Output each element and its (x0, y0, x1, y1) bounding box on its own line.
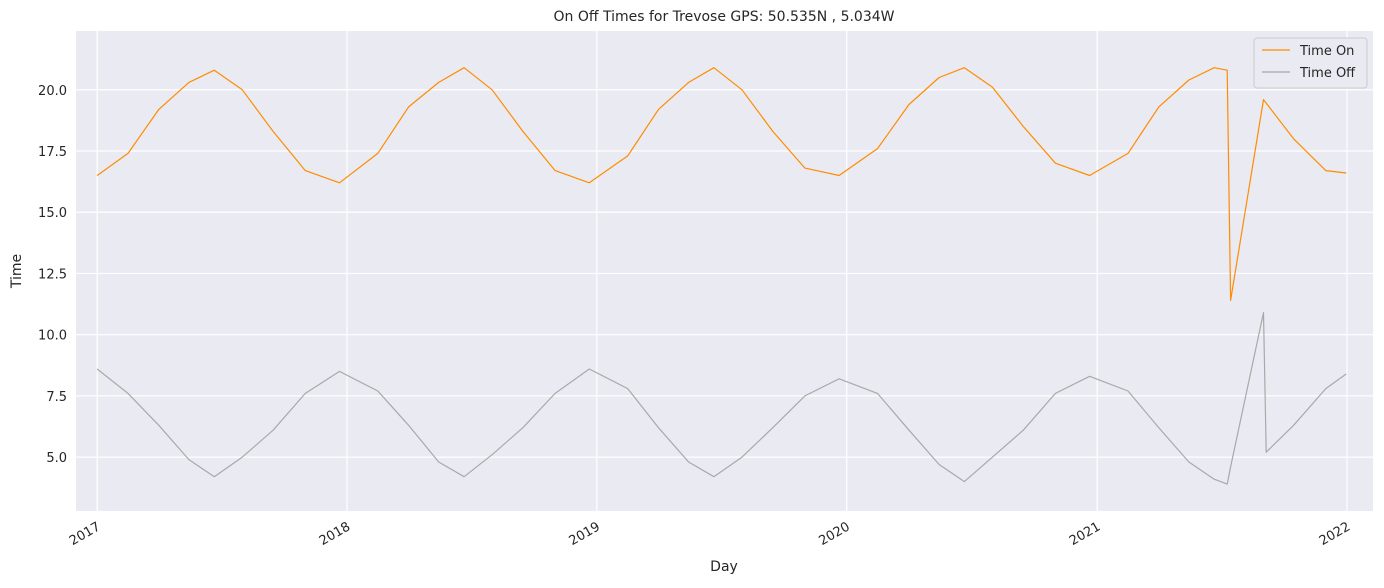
x-axis-label: Day (710, 559, 738, 575)
y-axis-ticks: 5.0 7.5 10.0 12.5 15.0 17.5 20.0 (38, 84, 67, 466)
y-tick-label: 15.0 (38, 206, 67, 221)
y-tick-label: 5.0 (46, 451, 67, 466)
x-tick-label: 2018 (317, 519, 353, 549)
plot-background (76, 31, 1373, 511)
y-axis-label: Time (9, 254, 25, 289)
y-tick-label: 20.0 (38, 84, 67, 99)
grid-lines (76, 31, 1373, 511)
series-line-time-off (96, 312, 1347, 485)
legend-label-time-off: Time Off (1299, 66, 1356, 81)
x-tick-label: 2021 (1067, 519, 1103, 549)
y-tick-label: 17.5 (38, 145, 67, 160)
y-tick-label: 12.5 (38, 267, 67, 282)
legend-label-time-on: Time On (1299, 44, 1354, 59)
chart-title: On Off Times for Trevose GPS: 50.535N , … (553, 9, 894, 25)
series-line-time-on (96, 67, 1347, 301)
series-layer (96, 67, 1347, 485)
y-tick-label: 10.0 (38, 329, 67, 344)
y-tick-label: 7.5 (46, 390, 67, 405)
x-axis-ticks: 2017 2018 2019 2020 2021 2022 (67, 519, 1353, 549)
x-tick-label: 2017 (67, 519, 103, 549)
legend: Time On Time Off (1253, 37, 1368, 89)
x-tick-label: 2019 (567, 519, 603, 549)
x-tick-label: 2022 (1317, 519, 1353, 549)
x-tick-label: 2020 (817, 519, 853, 549)
